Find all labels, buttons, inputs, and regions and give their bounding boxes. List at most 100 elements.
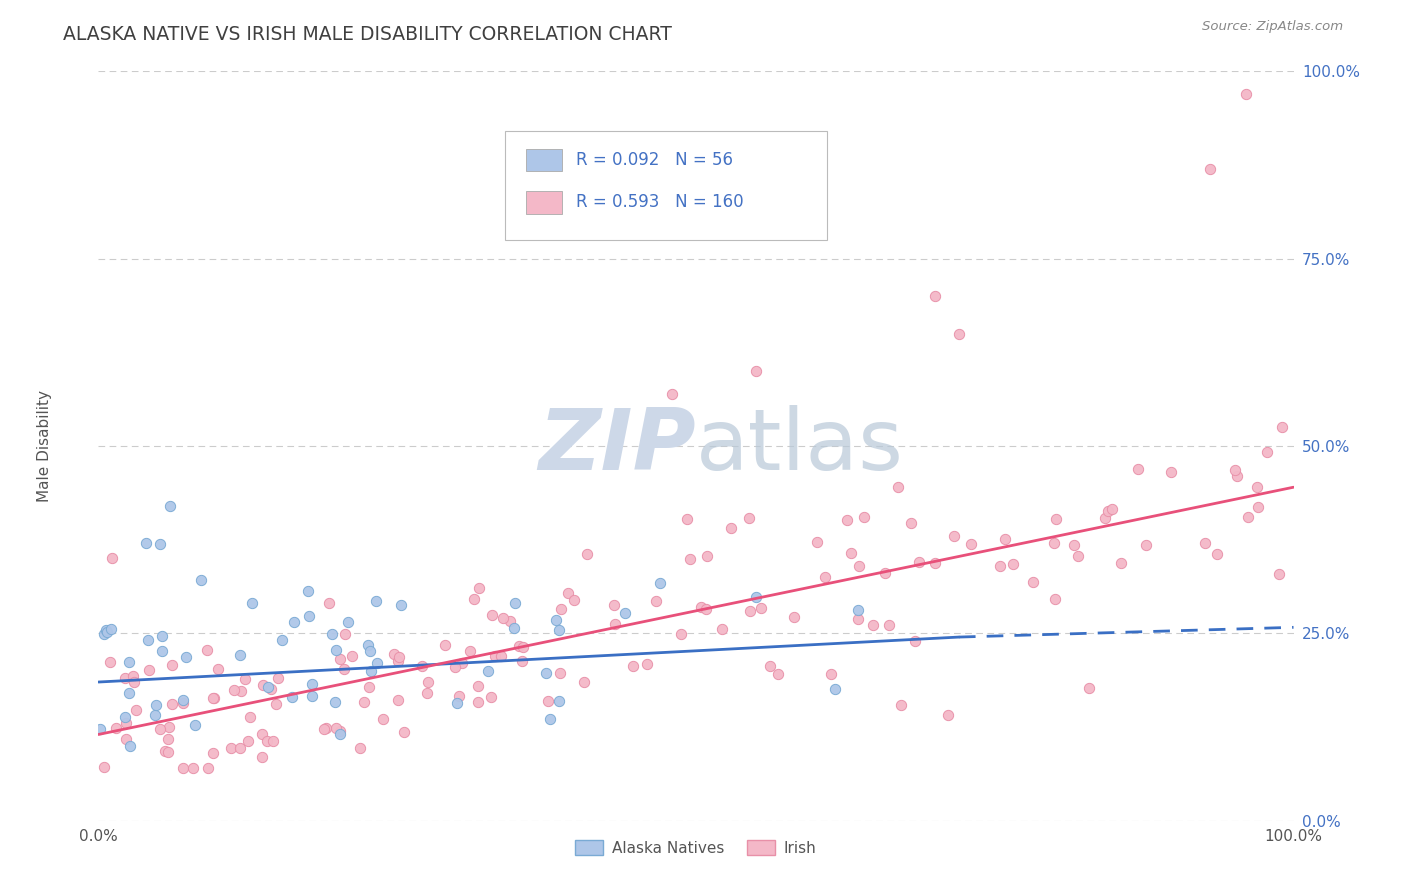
Point — [100, 622, 122, 636]
Point — [190, 573, 212, 587]
Point — [1043, 592, 1066, 607]
Point — [156, 732, 179, 747]
Point — [738, 510, 761, 524]
Point — [357, 680, 380, 694]
Point — [548, 623, 571, 637]
Point — [312, 722, 335, 736]
Point — [229, 648, 252, 663]
Point — [468, 581, 491, 595]
Point — [1045, 512, 1067, 526]
Point — [125, 703, 148, 717]
Point — [994, 533, 1017, 547]
Point — [207, 662, 229, 676]
Point — [301, 689, 323, 703]
Point — [988, 559, 1011, 574]
Point — [115, 732, 138, 747]
Point — [499, 614, 522, 628]
Point — [318, 596, 340, 610]
Point — [149, 536, 172, 550]
Point — [720, 521, 742, 535]
Text: R = 0.593   N = 160: R = 0.593 N = 160 — [576, 194, 744, 211]
Point — [267, 671, 290, 685]
Point — [149, 723, 172, 737]
Point — [745, 364, 768, 378]
Point — [924, 289, 946, 303]
Point — [669, 627, 692, 641]
Point — [382, 647, 405, 661]
Point — [172, 696, 194, 710]
Point — [329, 652, 352, 666]
Point — [835, 513, 858, 527]
Point — [508, 639, 530, 653]
Point — [562, 593, 585, 607]
Point — [449, 689, 471, 703]
Point — [118, 686, 141, 700]
Point — [138, 663, 160, 677]
Point — [1246, 480, 1268, 494]
Point — [904, 634, 927, 648]
Point — [153, 744, 176, 758]
Point — [150, 629, 173, 643]
Point — [783, 610, 806, 624]
Point — [648, 575, 672, 590]
Text: ALASKA NATIVE VS IRISH MALE DISABILITY CORRELATION CHART: ALASKA NATIVE VS IRISH MALE DISABILITY C… — [63, 25, 672, 44]
Point — [411, 659, 433, 673]
Point — [115, 716, 138, 731]
Point — [359, 644, 381, 658]
Point — [120, 739, 142, 753]
Point — [661, 386, 683, 401]
Point — [240, 596, 263, 610]
Point — [202, 746, 225, 760]
Point — [231, 683, 253, 698]
Point — [484, 648, 506, 663]
Point — [181, 761, 204, 775]
Point — [183, 718, 205, 732]
Point — [603, 617, 626, 632]
Point — [353, 695, 375, 709]
Point — [202, 691, 225, 706]
Point — [1022, 574, 1045, 589]
Text: Source: ZipAtlas.com: Source: ZipAtlas.com — [1202, 20, 1343, 33]
Point — [824, 682, 846, 697]
Point — [1042, 535, 1064, 549]
Point — [446, 696, 468, 710]
Point — [387, 654, 409, 668]
Point — [463, 592, 485, 607]
Point — [942, 529, 965, 543]
Point — [924, 557, 946, 571]
Point — [846, 603, 869, 617]
Point — [644, 593, 666, 607]
Point — [157, 720, 180, 734]
Point — [621, 659, 644, 673]
Point — [711, 622, 734, 636]
Point — [98, 656, 121, 670]
Point — [538, 712, 561, 726]
Point — [360, 665, 382, 679]
Point — [477, 664, 499, 678]
Point — [1194, 536, 1216, 550]
Point — [257, 681, 280, 695]
Point — [271, 632, 294, 647]
Point — [101, 551, 124, 566]
Point — [492, 611, 515, 625]
Point — [451, 656, 474, 670]
Point — [357, 638, 380, 652]
Point — [689, 600, 711, 615]
Point — [202, 691, 225, 706]
Point — [340, 649, 363, 664]
Point — [806, 535, 828, 549]
Point — [862, 618, 884, 632]
Point — [852, 510, 875, 524]
Legend: Alaska Natives, Irish: Alaska Natives, Irish — [569, 834, 823, 862]
Point — [89, 722, 111, 736]
Point — [534, 666, 557, 681]
Point — [252, 678, 274, 692]
Point — [418, 674, 440, 689]
Point — [416, 686, 439, 700]
Point — [283, 615, 305, 629]
Point — [219, 740, 242, 755]
Point — [908, 556, 931, 570]
Point — [323, 694, 346, 708]
Point — [145, 698, 167, 713]
Point — [172, 761, 194, 775]
